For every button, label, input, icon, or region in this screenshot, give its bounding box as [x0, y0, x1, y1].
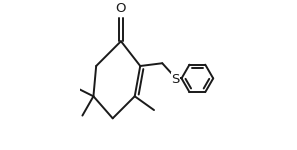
Text: O: O	[116, 2, 126, 15]
Text: S: S	[171, 73, 180, 86]
